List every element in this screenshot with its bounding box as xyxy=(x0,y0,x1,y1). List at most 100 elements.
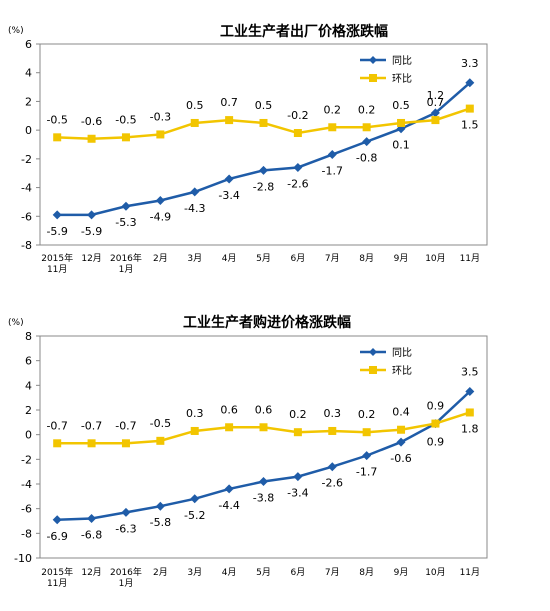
data-label-环比: -0.7 xyxy=(115,419,136,432)
x-tick-label: 5月 xyxy=(256,567,271,578)
data-point-同比 xyxy=(327,462,337,472)
data-point-同比 xyxy=(87,210,97,220)
data-label-环比: 0.2 xyxy=(324,103,342,116)
y-tick-label: -4 xyxy=(21,478,32,491)
data-label-同比: -4.3 xyxy=(184,202,205,215)
data-point-环比 xyxy=(328,426,337,435)
data-point-同比 xyxy=(52,515,62,525)
data-label-环比: 0.2 xyxy=(289,408,307,421)
data-label-环比: -0.5 xyxy=(46,113,67,126)
chart-1: 工业生产者出厂价格涨跌幅 (%) -8 -6 -4 -2 0 2 4 6 2015年 11月 12月 20… xyxy=(8,23,488,275)
data-point-环比 xyxy=(121,133,130,142)
data-label-环比: -0.7 xyxy=(81,419,102,432)
data-label-环比: -0.2 xyxy=(287,109,308,122)
data-point-环比 xyxy=(431,116,440,125)
data-label-同比: -6.9 xyxy=(46,530,67,543)
y-tick-label: 4 xyxy=(25,67,32,80)
data-label-环比: -0.6 xyxy=(81,115,102,128)
x-tick-label: 3月 xyxy=(187,567,202,578)
y-unit-label: (%) xyxy=(8,318,24,328)
legend-marker-环比 xyxy=(369,74,377,82)
data-label-环比: -0.5 xyxy=(150,417,171,430)
x-tick-label: 10月 xyxy=(425,567,445,578)
data-point-环比 xyxy=(293,428,302,437)
data-label-环比: -0.5 xyxy=(115,113,136,126)
data-point-环比 xyxy=(431,419,440,428)
data-label-同比: -5.2 xyxy=(184,509,205,522)
data-label-环比: 0.9 xyxy=(427,400,445,413)
data-point-同比 xyxy=(155,501,165,511)
chart-title: 工业生产者购进价格涨跌幅 xyxy=(183,314,351,331)
data-point-环比 xyxy=(293,129,302,138)
data-point-同比 xyxy=(224,484,234,494)
legend-label-环比: 环比 xyxy=(392,73,412,85)
data-label-同比: 3.5 xyxy=(461,366,479,379)
data-label-环比: 0.4 xyxy=(392,406,410,419)
data-label-同比: -0.8 xyxy=(356,152,377,165)
y-tick-label: 0 xyxy=(25,429,32,442)
y-tick-label: 4 xyxy=(25,379,32,392)
data-label-环比: 0.2 xyxy=(358,103,376,116)
y-tick-label: 0 xyxy=(25,124,32,137)
y-tick-label: -2 xyxy=(21,453,32,466)
data-point-环比 xyxy=(225,423,234,432)
x-tick-label: 6月 xyxy=(291,567,306,578)
x-tick-label: 7月 xyxy=(325,567,340,578)
data-point-环比 xyxy=(190,426,199,435)
data-label-同比: -5.3 xyxy=(115,216,136,229)
legend-label-同比: 同比 xyxy=(392,55,412,67)
data-point-同比 xyxy=(362,137,372,147)
data-label-同比: 1.2 xyxy=(427,89,445,102)
data-point-环比 xyxy=(362,123,371,132)
data-label-同比: -1.7 xyxy=(356,466,377,479)
data-label-同比: 0.9 xyxy=(427,436,445,449)
y-tick-label: -2 xyxy=(21,153,32,166)
plot-area xyxy=(39,335,488,559)
y-tick-label: -4 xyxy=(21,182,32,195)
data-point-同比 xyxy=(155,195,165,205)
data-point-同比 xyxy=(190,494,200,504)
data-point-同比 xyxy=(327,150,337,160)
data-point-环比 xyxy=(53,133,62,142)
data-point-环比 xyxy=(328,123,337,132)
data-point-环比 xyxy=(362,428,371,437)
data-point-同比 xyxy=(396,437,406,447)
data-label-环比: 1.5 xyxy=(461,119,479,132)
x-tick-label: 2015年 11月 xyxy=(41,566,73,589)
y-tick-label: -10 xyxy=(14,552,32,565)
data-point-环比 xyxy=(259,423,268,432)
x-tick-label: 2月 xyxy=(153,567,168,578)
x-tick-label: 2月 xyxy=(153,253,168,264)
x-tick-label: 5月 xyxy=(256,253,271,264)
data-label-环比: 0.3 xyxy=(186,407,204,420)
data-point-同比 xyxy=(87,514,97,524)
data-label-同比: -2.8 xyxy=(253,180,274,193)
data-point-环比 xyxy=(225,116,234,125)
data-label-同比: -2.6 xyxy=(322,477,343,490)
data-label-环比: 0.6 xyxy=(255,403,273,416)
x-tick-label: 4月 xyxy=(222,253,237,264)
y-tick-label: 2 xyxy=(25,404,32,417)
y-tick-label: 2 xyxy=(25,95,32,108)
data-point-同比 xyxy=(465,78,475,88)
data-label-同比: -5.8 xyxy=(150,516,171,529)
x-tick-label: 6月 xyxy=(291,253,306,264)
y-tick-label: -6 xyxy=(21,503,32,516)
y-unit-label: (%) xyxy=(8,26,24,36)
legend-marker-环比 xyxy=(369,366,377,374)
data-point-同比 xyxy=(121,201,131,211)
data-label-同比: -5.9 xyxy=(46,225,67,238)
x-tick-label: 11月 xyxy=(460,253,480,264)
data-label-同比: -5.9 xyxy=(81,225,102,238)
data-point-环比 xyxy=(53,439,62,448)
data-label-同比: 0.1 xyxy=(392,139,410,152)
data-point-环比 xyxy=(156,436,165,445)
x-tick-label: 7月 xyxy=(325,253,340,264)
data-point-环比 xyxy=(465,104,474,113)
data-point-环比 xyxy=(156,130,165,139)
legend-label-同比: 同比 xyxy=(392,347,412,359)
data-point-环比 xyxy=(121,439,130,448)
data-point-同比 xyxy=(224,174,234,184)
data-label-同比: -1.7 xyxy=(322,165,343,178)
